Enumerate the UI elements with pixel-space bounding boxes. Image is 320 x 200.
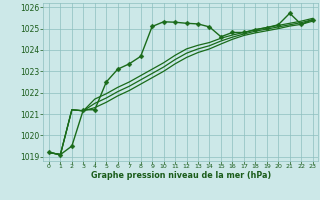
X-axis label: Graphe pression niveau de la mer (hPa): Graphe pression niveau de la mer (hPa)	[91, 171, 271, 180]
